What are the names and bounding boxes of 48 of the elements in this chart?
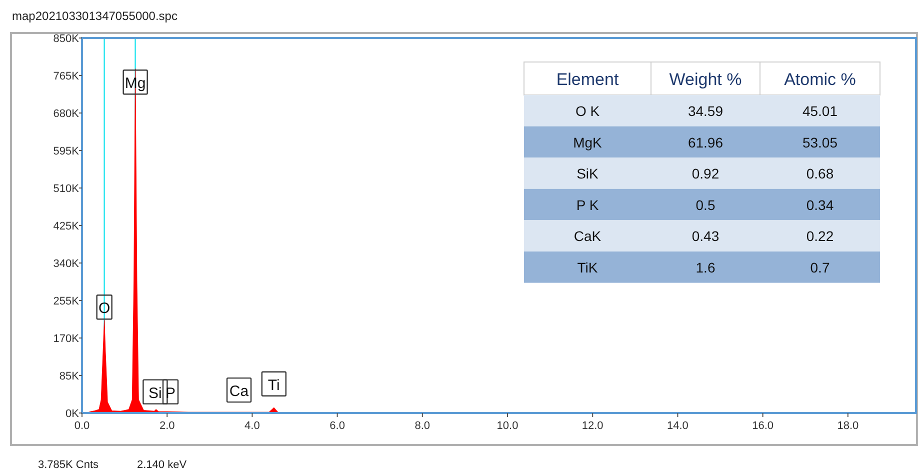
- x-tick-label: Weight %: [669, 70, 742, 89]
- data-label: 0.68: [806, 166, 834, 182]
- data-label: 0.92: [692, 166, 720, 182]
- y-tick-label: 510K: [53, 183, 80, 195]
- x-tick-label: 18.0: [837, 420, 859, 432]
- y-tick-label: MgK: [573, 134, 603, 150]
- annotation: Si: [148, 384, 162, 402]
- y-tick-label: 255K: [53, 296, 80, 308]
- chart-title: map202103301347055000.spc: [12, 9, 178, 23]
- annotation: Ca: [229, 383, 250, 400]
- data-label: 0.34: [806, 196, 834, 213]
- text: 3.785K Cnts: [38, 459, 100, 471]
- y-tick-label: 340K: [53, 258, 80, 270]
- data-label: 0.43: [692, 228, 720, 244]
- y-tick-label: 595K: [53, 146, 80, 158]
- data-label: 0.22: [806, 228, 834, 244]
- x-tick-label: Atomic %: [784, 70, 856, 89]
- y-tick-label: 680K: [53, 108, 80, 120]
- x-tick-label: 4.0: [244, 420, 260, 432]
- x-tick-label: 14.0: [667, 420, 688, 432]
- y-tick-label: 765K: [53, 70, 80, 82]
- y-tick-label: CaK: [574, 228, 602, 244]
- y-tick-label: 425K: [53, 220, 80, 232]
- x-tick-label: 0.0: [74, 420, 90, 432]
- y-tick-label: 850K: [53, 33, 80, 45]
- text: 2.140 keV: [137, 459, 188, 471]
- y-tick-label: 0K: [66, 408, 80, 420]
- y-tick-label: O K: [575, 103, 600, 119]
- data-label: 34.59: [688, 103, 724, 119]
- x-tick-label: 6.0: [330, 420, 345, 432]
- data-label: 53.05: [802, 134, 838, 150]
- y-axis-title: Element: [556, 70, 619, 89]
- y-tick-label: TiK: [577, 260, 598, 276]
- data-label: 61.96: [688, 134, 724, 150]
- data-label: 0.5: [696, 196, 716, 213]
- annotation: Ti: [268, 376, 280, 394]
- data-label: 45.01: [802, 103, 838, 119]
- y-tick-label: 170K: [53, 333, 80, 345]
- y-tick-label: 85K: [59, 370, 80, 382]
- x-tick-label: 2.0: [159, 420, 175, 432]
- x-tick-label: 12.0: [582, 420, 604, 432]
- y-tick-label: SiK: [576, 166, 600, 182]
- x-tick-label: 16.0: [752, 420, 774, 432]
- y-tick-label: P K: [576, 196, 600, 213]
- x-tick-label: 10.0: [496, 420, 518, 432]
- data-label: 0.7: [810, 260, 830, 276]
- data-label: 1.6: [696, 260, 716, 276]
- x-tick-label: 8.0: [414, 420, 430, 432]
